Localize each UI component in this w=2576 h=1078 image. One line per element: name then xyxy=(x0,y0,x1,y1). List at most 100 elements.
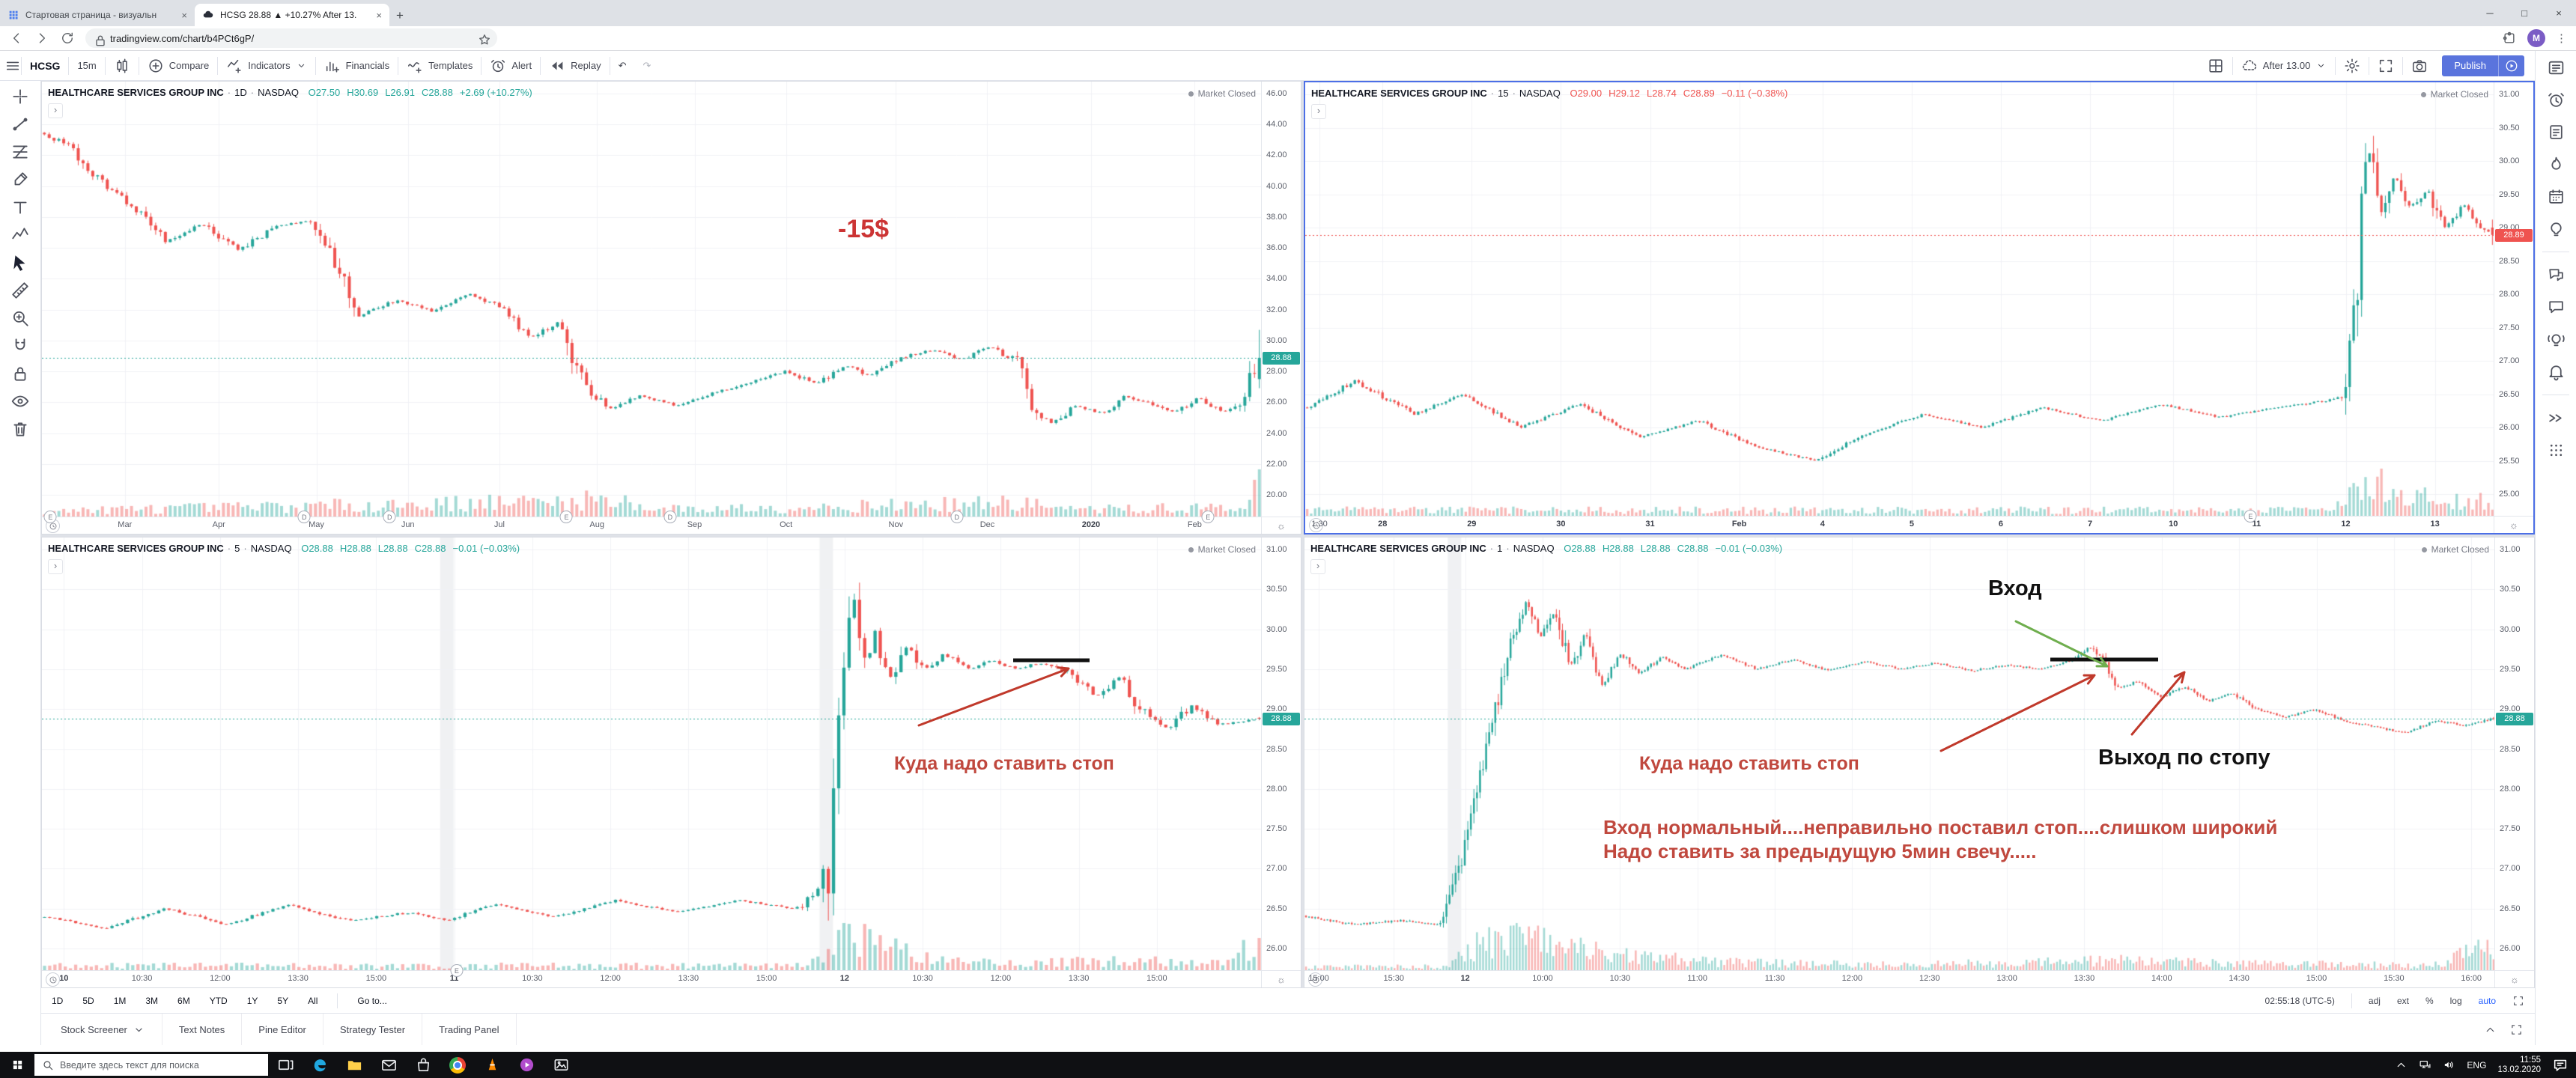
streams-icon[interactable] xyxy=(2547,330,2566,349)
arrows-icon[interactable] xyxy=(2547,409,2566,427)
chart-plot-area[interactable]: HEALTHCARE SERVICES GROUP INC · 5 · NASDAQ O… xyxy=(42,538,1262,971)
chart-legend[interactable]: HEALTHCARE SERVICES GROUP INC · 1 · NASDAQ O… xyxy=(1310,543,1783,554)
clock-text[interactable]: 02:55:18 (UTC-5) xyxy=(2264,995,2335,1006)
folder-icon[interactable] xyxy=(337,1052,371,1078)
profile-avatar[interactable]: M xyxy=(2527,29,2545,47)
price-scale[interactable]: 26.00 26.50 27.00 27.50 28.00 28.50 29.00 29.50… xyxy=(1261,538,1301,971)
cursor-arrow-icon[interactable] xyxy=(10,253,30,272)
calendar-icon[interactable] xyxy=(2547,187,2566,206)
forward-icon[interactable] xyxy=(34,31,49,46)
chart-legend[interactable]: HEALTHCARE SERVICES GROUP INC · 5 · NASDAQ O… xyxy=(48,543,520,554)
price-scale[interactable]: 26.00 26.50 27.00 27.50 28.00 28.50 29.00 29.50… xyxy=(2494,538,2534,971)
chart-plot-area[interactable]: HEALTHCARE SERVICES GROUP INC · 15 · NASDAQ … xyxy=(1305,82,2494,517)
range-6m[interactable]: 6M xyxy=(177,995,190,1006)
window-close-button[interactable]: × xyxy=(2556,7,2562,19)
photos-icon[interactable] xyxy=(544,1052,578,1078)
scale-settings[interactable]: ☼ xyxy=(2494,516,2533,533)
earnings-marker[interactable]: E xyxy=(2244,510,2257,523)
taskview-icon[interactable] xyxy=(268,1052,303,1078)
tab-close-icon[interactable]: × xyxy=(181,9,187,21)
range-1m[interactable]: 1M xyxy=(113,995,127,1006)
speaker-icon[interactable] xyxy=(2443,1059,2455,1071)
tab-strategy-tester[interactable]: Strategy Tester xyxy=(323,1014,423,1045)
annotation-arrow[interactable] xyxy=(2014,620,2109,668)
mail-icon[interactable] xyxy=(371,1052,406,1078)
time-axis[interactable]: 15:00 15:30 12 10:00 10:30 11:00 11:30 12:00 12:… xyxy=(1304,970,2495,987)
tray-chevron-up-icon[interactable] xyxy=(2395,1059,2408,1071)
range-3m[interactable]: 3M xyxy=(145,995,159,1006)
annotation-text[interactable]: Куда надо ставить стоп xyxy=(894,753,1114,774)
bookmark-star-icon[interactable] xyxy=(477,32,490,45)
legend-expand-button[interactable]: › xyxy=(48,559,63,574)
browser-menu-icon[interactable]: ⋮ xyxy=(2556,32,2567,45)
symbol-button[interactable]: HCSG xyxy=(30,59,61,72)
scale-settings[interactable]: ☼ xyxy=(2494,970,2534,987)
toggle-adj[interactable]: adj xyxy=(2368,995,2381,1006)
price-scale[interactable]: 20.00 22.00 24.00 26.00 28.00 30.00 32.00 34.00… xyxy=(1261,82,1301,517)
settings-button[interactable] xyxy=(2336,51,2369,81)
taskbar-clock[interactable]: 11:55 13.02.2020 xyxy=(2497,1055,2541,1074)
range-5d[interactable]: 5D xyxy=(82,995,94,1006)
session-button[interactable]: After 13.00 xyxy=(2233,51,2336,81)
chat-icon[interactable] xyxy=(2547,298,2566,317)
earnings-marker[interactable]: D xyxy=(297,511,311,523)
back-icon[interactable] xyxy=(9,31,24,46)
browser-tab-start-page[interactable]: Стартовая страница - визуальн × xyxy=(0,4,195,26)
dots-icon[interactable] xyxy=(2547,441,2566,460)
vlc-icon[interactable] xyxy=(475,1052,509,1078)
annotation-arrow[interactable] xyxy=(1939,674,2096,752)
zoom-icon[interactable] xyxy=(10,308,30,328)
price-chart-canvas[interactable] xyxy=(1304,538,2495,971)
price-chart-canvas[interactable] xyxy=(42,538,1262,971)
annotation-text[interactable]: Куда надо ставить стоп xyxy=(1639,753,1859,774)
window-maximize-button[interactable]: □ xyxy=(2521,7,2527,19)
trendline-icon[interactable] xyxy=(10,115,30,134)
language-indicator[interactable]: ENG xyxy=(2467,1059,2487,1071)
chats-icon[interactable] xyxy=(2547,266,2566,284)
chart-panel-5min[interactable]: HEALTHCARE SERVICES GROUP INC · 5 · NASDAQ O… xyxy=(41,537,1301,988)
chart-panel-1min[interactable]: HEALTHCARE SERVICES GROUP INC · 1 · NASDAQ O… xyxy=(1304,537,2535,988)
magnet-icon[interactable] xyxy=(10,336,30,356)
time-axis[interactable]: Mar Apr May Jun Jul Aug Sep Oct Nov Dec 2020 Feb E D D… xyxy=(42,511,1262,534)
financials-button[interactable]: Financials xyxy=(316,51,398,81)
fullscreen-button[interactable] xyxy=(2369,51,2402,81)
annotation-text[interactable]: Надо ставить за предыдущую 5мин свечу...… xyxy=(1603,840,2037,862)
chart-plot-area[interactable]: HEALTHCARE SERVICES GROUP INC · 1 · NASDAQ O… xyxy=(1304,538,2495,971)
earnings-marker[interactable]: E xyxy=(43,511,57,523)
earnings-marker[interactable]: D xyxy=(383,511,396,523)
window-minimize-button[interactable]: ─ xyxy=(2486,7,2494,19)
brush-icon[interactable] xyxy=(10,170,30,189)
snapshot-button[interactable] xyxy=(2403,51,2436,81)
extension-icon[interactable] xyxy=(2502,31,2517,46)
legend-expand-button[interactable]: › xyxy=(1310,559,1325,574)
price-chart-canvas[interactable] xyxy=(42,82,1262,517)
action-center-icon[interactable] xyxy=(2552,1057,2569,1074)
axis-clock-icon[interactable] xyxy=(46,972,60,987)
browser-tab-tradingview[interactable]: HCSG 28.88 ▲ +10.27% After 13. × xyxy=(195,4,389,26)
time-axis[interactable]: 1:30 28 29 30 31 Feb 4 5 6 7 10 11 12 13 E xyxy=(1305,510,2494,533)
watchlist-icon[interactable] xyxy=(2547,58,2566,77)
chart-panel-daily[interactable]: HEALTHCARE SERVICES GROUP INC · 1D · NASDAQ … xyxy=(41,81,1301,535)
legend-expand-button[interactable]: › xyxy=(48,103,63,118)
maximize-chart-icon[interactable] xyxy=(2512,995,2524,1007)
earnings-marker[interactable]: E xyxy=(450,964,464,977)
tab-stock-screener[interactable]: Stock Screener xyxy=(44,1014,162,1045)
chart-legend[interactable]: HEALTHCARE SERVICES GROUP INC · 1D · NASDAQ … xyxy=(48,87,532,98)
tab-close-icon[interactable]: × xyxy=(376,9,382,21)
scale-settings[interactable]: ☼ xyxy=(1261,970,1301,987)
price-chart-canvas[interactable] xyxy=(1305,82,2494,517)
fib-icon[interactable] xyxy=(10,142,30,162)
toggle-percent[interactable]: % xyxy=(2425,995,2434,1006)
chart-panel-15min[interactable]: HEALTHCARE SERVICES GROUP INC · 15 · NASDAQ … xyxy=(1304,81,2535,535)
edge-icon[interactable] xyxy=(303,1052,337,1078)
annotation-text[interactable]: -15$ xyxy=(838,215,890,243)
main-menu-icon[interactable] xyxy=(4,58,21,74)
chevron-up-icon[interactable] xyxy=(2484,1023,2497,1036)
network-icon[interactable] xyxy=(2419,1059,2431,1071)
publish-button[interactable]: Publish xyxy=(2442,55,2524,76)
address-bar[interactable]: tradingview.com/chart/b4PCt6gP/ xyxy=(85,28,497,48)
tab-trading-panel[interactable]: Trading Panel xyxy=(422,1014,517,1045)
alert-button[interactable]: Alert xyxy=(482,51,540,81)
annotation-arrow[interactable] xyxy=(917,666,1070,727)
range-ytd[interactable]: YTD xyxy=(209,995,228,1006)
